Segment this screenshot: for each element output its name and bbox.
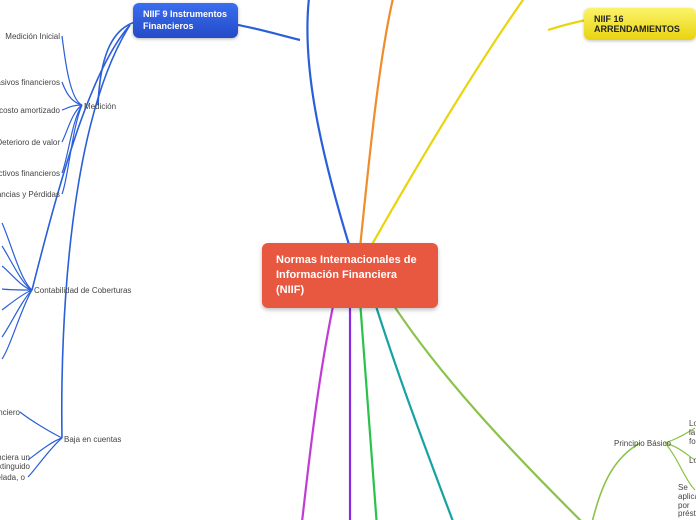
coberturas-label: Contabilidad de Coberturas xyxy=(34,286,131,295)
niif16-title: NIIF 16 ARRENDAMIENTOS xyxy=(594,14,680,34)
medicion-child: de activos financieros xyxy=(0,169,60,178)
medicion-child: o pasivos financieros xyxy=(0,78,60,87)
baja-child: anciero xyxy=(0,408,20,417)
medicion-child: Ganancias y Pérdidas xyxy=(0,190,60,199)
principio-child: Lolafo xyxy=(689,420,696,446)
center-title: Normas Internacionales deInformación Fin… xyxy=(276,254,417,296)
center-node: Normas Internacionales deInformación Fin… xyxy=(262,243,438,308)
principio-child: Se aplicarpor présta xyxy=(678,484,696,519)
medicion-label: Medición xyxy=(84,102,116,111)
baja-child: inanciera unextinguido xyxy=(0,453,30,471)
principio-child: Lo xyxy=(689,456,696,465)
medicion-child: n a costo amortizado xyxy=(0,106,60,115)
niif9-title: NIIF 9 InstrumentosFinancieros xyxy=(143,9,227,31)
baja-child: celada, o xyxy=(0,473,25,482)
medicion-child: Medición Inicial xyxy=(0,32,60,41)
niif9-node: NIIF 9 InstrumentosFinancieros xyxy=(133,3,238,38)
principio-label: Principio Básico xyxy=(614,439,671,448)
niif16-node: NIIF 16 ARRENDAMIENTOS xyxy=(584,8,696,40)
baja-label: Baja en cuentas xyxy=(64,435,121,444)
medicion-child: Deterioro de valor xyxy=(0,138,60,147)
